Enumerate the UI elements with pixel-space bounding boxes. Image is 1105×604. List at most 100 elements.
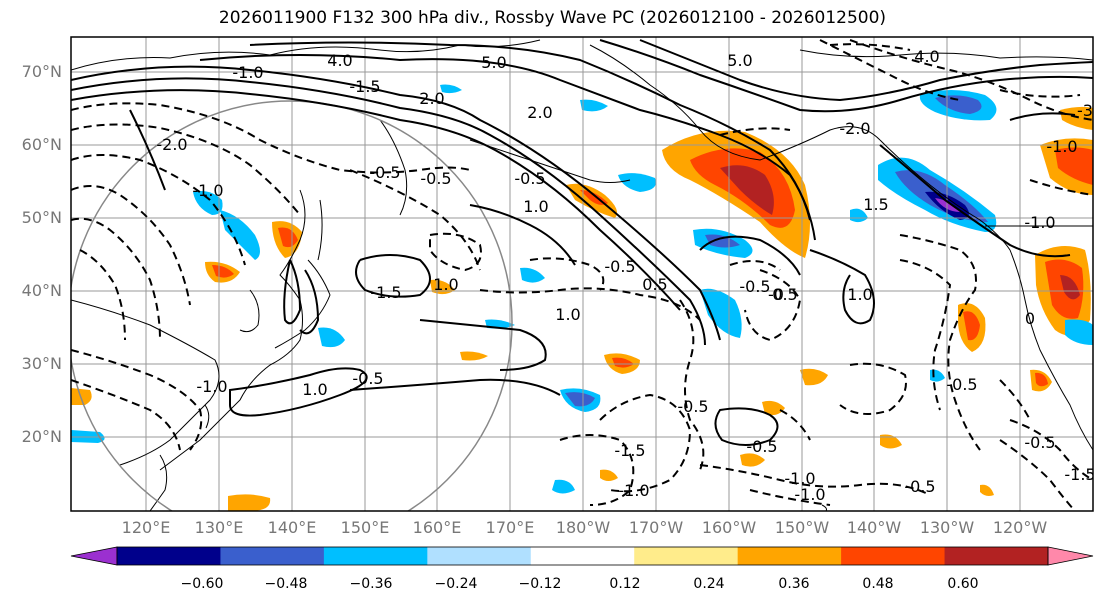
coast-us-west	[1009, 249, 1093, 451]
coast-taiwan	[204, 404, 210, 429]
lat-label: 30°N	[21, 354, 62, 373]
lon-label: 120°W	[992, 518, 1048, 537]
contour-label: 0	[1025, 309, 1035, 328]
coastlines	[71, 39, 1093, 511]
colorbar-segment	[841, 547, 946, 565]
contour-label: 1.0	[847, 285, 872, 304]
colorbar-tick-label: 0.48	[862, 576, 894, 592]
plot-area: -1.0 4.0 5.0 -1.5 2.0 -2.0 -0.5 -0.5 -1.0 2.0 -0.5…	[71, 37, 1095, 511]
contour-label: 5.0	[481, 53, 506, 72]
coast-canada-north	[799, 49, 1093, 61]
contour-label: 5.0	[727, 51, 752, 70]
lat-label: 20°N	[21, 427, 62, 446]
map-title: 2026011900 F132 300 hPa div., Rossby Wav…	[218, 8, 887, 28]
coast-canada-west	[879, 139, 1011, 251]
contour-label: -1.5	[349, 77, 380, 96]
colorbar-tick-label: 0.12	[609, 576, 641, 592]
contour-label: -1.0	[618, 481, 649, 500]
contour-label: -0.5	[739, 277, 770, 296]
contour-label: -1.0	[232, 63, 263, 82]
contours-negative	[71, 39, 1093, 511]
contour-label: -2.0	[839, 119, 870, 138]
colorbar-segment	[737, 547, 842, 565]
contour-label: -1.5	[614, 441, 645, 460]
lon-label: 180°W	[555, 518, 611, 537]
lat-label: 40°N	[21, 281, 62, 300]
colorbar-tick-label: 0.60	[947, 576, 979, 592]
contour-label: 2.0	[419, 89, 444, 108]
lon-label: 140°W	[846, 518, 902, 537]
lon-label: 150°W	[774, 518, 830, 537]
contour-label: -0.5	[352, 369, 383, 388]
lon-label: 140°E	[267, 518, 317, 537]
lon-label: 160°E	[412, 518, 462, 537]
colorbar	[70, 546, 1094, 566]
contour-label: -0.5	[677, 397, 708, 416]
lat-label: 50°N	[21, 208, 62, 227]
plot-frame	[70, 36, 1094, 512]
lat-label: 70°N	[21, 62, 62, 81]
contour-label: 0.5	[642, 275, 667, 294]
contour-label: -1.0	[1046, 137, 1077, 156]
colorbar-segment	[427, 547, 532, 565]
graticule	[71, 37, 1093, 511]
lon-label: 130°W	[919, 518, 975, 537]
contour-label: -1.0	[1024, 213, 1055, 232]
contour-label: -1.0	[794, 485, 825, 504]
colorbar-extend-max	[1047, 546, 1094, 566]
contour-label: 1.0	[302, 380, 327, 399]
coast-china	[71, 299, 220, 466]
colorbar-tick-label: 0.24	[693, 576, 725, 592]
colorbar-tick-label: −0.36	[349, 576, 393, 592]
colorbar-segment	[323, 547, 428, 565]
contour-label: -0	[768, 285, 784, 304]
lon-label: 130°E	[194, 518, 244, 537]
lat-label: 60°N	[21, 135, 62, 154]
colorbar-segment	[634, 547, 739, 565]
lon-label: 150°E	[340, 518, 390, 537]
lon-label: 160°W	[701, 518, 757, 537]
contour-label: -0.5	[946, 375, 977, 394]
colorbar-segment	[530, 547, 635, 565]
contour-label: -1.0	[784, 469, 815, 488]
contour-label: 0.5	[772, 285, 797, 304]
coast-korea	[239, 289, 260, 333]
contour-label: -0.5	[1024, 433, 1055, 452]
contour-label: -2.0	[156, 135, 187, 154]
contour-label: 1.5	[863, 195, 888, 214]
contour-label: -0.5	[746, 437, 777, 456]
contour-label: 1.0	[433, 275, 458, 294]
contour-label: -0.5	[604, 257, 635, 276]
contour-label: -0.5	[904, 477, 935, 496]
lon-label: 170°E	[485, 518, 535, 537]
colorbar-segment	[944, 547, 1049, 565]
contour-label: 2.0	[527, 103, 552, 122]
coast-asia-east	[159, 189, 306, 471]
coast-kamchatka	[379, 119, 408, 216]
contour-labels: -1.0 4.0 5.0 -1.5 2.0 -2.0 -0.5 -0.5 -1.0 2.0 -0.5…	[156, 47, 1095, 504]
contours-positive	[71, 39, 1093, 446]
contour-label: -0.5	[420, 169, 451, 188]
contour-label: -1.0	[196, 377, 227, 396]
colorbar-tick-label: 0.36	[778, 576, 810, 592]
colorbar-segment	[117, 547, 221, 565]
colorbar-tick-label: −0.60	[180, 576, 224, 592]
lon-label: 120°E	[121, 518, 171, 537]
colorbar-frame	[116, 546, 1049, 566]
contour-label: -0.5	[369, 163, 400, 182]
colorbar-tick-label: −0.48	[264, 576, 308, 592]
contour-label: -1.5	[1064, 465, 1095, 484]
coast-japan	[274, 259, 331, 349]
contour-label: -0.5	[514, 169, 545, 188]
colorbar-extend-min	[70, 546, 118, 566]
contour-label: -3	[1077, 101, 1093, 120]
contour-label: 1.0	[523, 197, 548, 216]
contour-label: 1.0	[555, 305, 580, 324]
lon-label: 170°W	[628, 518, 684, 537]
contour-label: -1.0	[192, 181, 223, 200]
colorbar-tick-label: −0.24	[434, 576, 478, 592]
coast-philippines	[149, 454, 168, 511]
contour-label: -1.5	[370, 283, 401, 302]
contour-label: 4.0	[327, 51, 352, 70]
